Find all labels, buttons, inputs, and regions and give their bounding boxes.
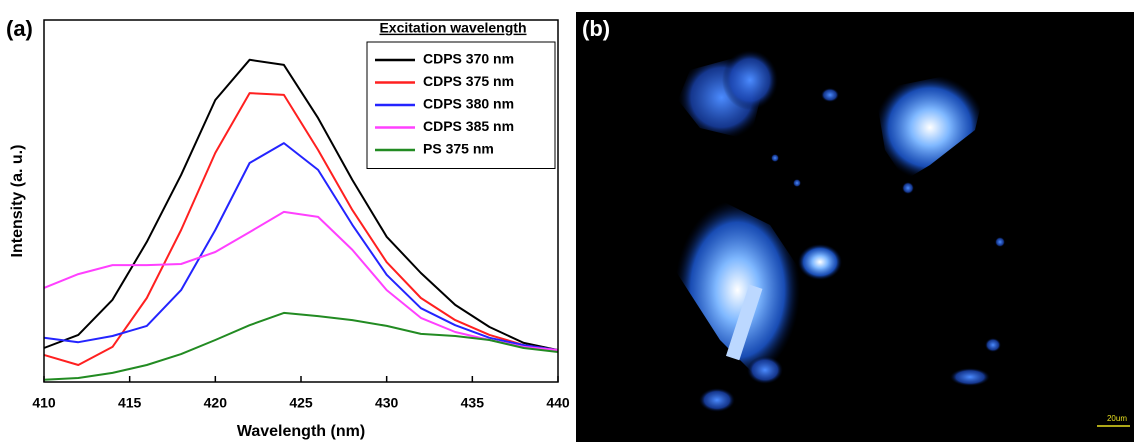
- panel-label: (a): [6, 16, 33, 41]
- series-line: [43, 210, 559, 352]
- crystal: [995, 237, 1005, 247]
- micrograph: 20um (b): [576, 12, 1134, 442]
- crystal: [793, 179, 801, 187]
- crystal: [699, 388, 735, 412]
- x-tick-label: 430: [375, 395, 399, 411]
- x-tick-label: 440: [546, 395, 570, 411]
- x-tick-label: 420: [204, 395, 228, 411]
- crystal: [675, 200, 800, 380]
- x-axis-label: Wavelength (nm): [237, 423, 365, 440]
- series-line: [43, 311, 559, 381]
- crystal: [722, 50, 778, 110]
- series-line: [43, 58, 559, 352]
- legend-label: CDPS 380 nm: [423, 96, 514, 112]
- legend-label: CDPS 370 nm: [423, 51, 514, 67]
- x-tick-label: 425: [289, 395, 313, 411]
- crystal: [771, 154, 779, 162]
- series-line: [43, 92, 559, 366]
- crystal: [875, 75, 985, 180]
- x-tick-label: 415: [118, 395, 142, 411]
- legend-label: CDPS 385 nm: [423, 118, 514, 134]
- y-axis-label: Intensity (a. u.): [9, 145, 26, 258]
- crystal: [821, 88, 839, 102]
- scale-bar-label: 20um: [1107, 414, 1127, 423]
- crystal: [747, 356, 783, 384]
- crystal: [950, 368, 990, 386]
- crystal: [798, 244, 842, 280]
- plot-frame: [43, 19, 559, 383]
- legend-label: CDPS 375 nm: [423, 73, 514, 89]
- panel-label: (b): [582, 16, 610, 41]
- legend-label: PS 375 nm: [423, 141, 494, 157]
- crystal: [985, 338, 1001, 352]
- series-line: [43, 142, 559, 352]
- crystal: [902, 182, 914, 194]
- crystal-rod: [725, 284, 763, 361]
- image-background: [576, 12, 1134, 442]
- x-tick-label: 435: [461, 395, 485, 411]
- legend-title: Excitation wavelength: [379, 20, 526, 36]
- x-tick-label: 410: [32, 395, 56, 411]
